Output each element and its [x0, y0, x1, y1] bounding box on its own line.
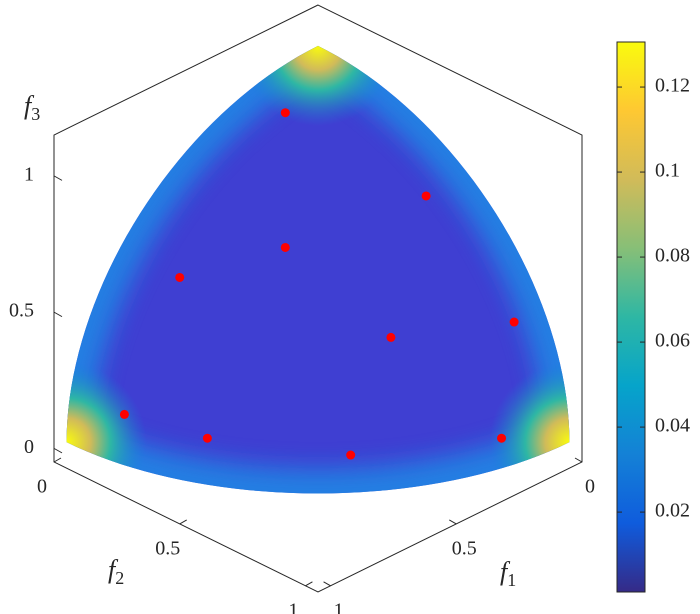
point: [202, 433, 212, 443]
surface: [66, 45, 570, 494]
x-tick: [574, 457, 583, 463]
point: [421, 191, 431, 201]
z-axis-label: f3: [24, 91, 40, 124]
point: [386, 332, 396, 342]
y-tick: [305, 581, 313, 587]
z-tick: [53, 447, 63, 454]
colorbar-tick-label: 0.06: [655, 330, 690, 352]
z-tick: [53, 311, 63, 318]
point: [119, 409, 129, 419]
y-tick-label: 0: [37, 476, 47, 498]
point: [509, 317, 519, 327]
z-tick: [53, 175, 63, 181]
colorbar: [616, 41, 646, 593]
point: [346, 450, 356, 460]
colorbar-tick-label: 0.12: [655, 75, 690, 97]
z-tick-label: 1: [24, 163, 34, 185]
colorbar-tick-label: 0.04: [655, 415, 690, 437]
point: [175, 272, 185, 282]
colorbar-tick-label: 0.02: [655, 500, 690, 522]
x-tick-label: 0: [585, 476, 595, 498]
point: [280, 242, 290, 252]
y-tick-label: 0.5: [155, 537, 180, 559]
y-tick-label: 1: [288, 599, 298, 614]
x-tick: [323, 581, 331, 587]
z-tick-label: 0.5: [9, 300, 34, 322]
axes: 0 0.5 1 0 0.5 1 0 0.5 1: [9, 4, 595, 614]
axes-box: [53, 4, 583, 593]
x-tick: [449, 519, 457, 525]
point: [280, 108, 290, 118]
point: [497, 433, 507, 443]
y-axis-label: f2: [108, 555, 124, 588]
colorbar-tick-label: 0.1: [655, 160, 680, 182]
y-tick: [53, 457, 62, 463]
x-tick-label: 0.5: [452, 537, 477, 559]
colorbar-tick-label: 0.08: [655, 245, 690, 267]
x-axis-label: f1: [500, 557, 516, 590]
z-tick-label: 0: [24, 436, 34, 458]
x-tick-label: 1: [334, 599, 344, 614]
y-tick: [179, 519, 187, 525]
